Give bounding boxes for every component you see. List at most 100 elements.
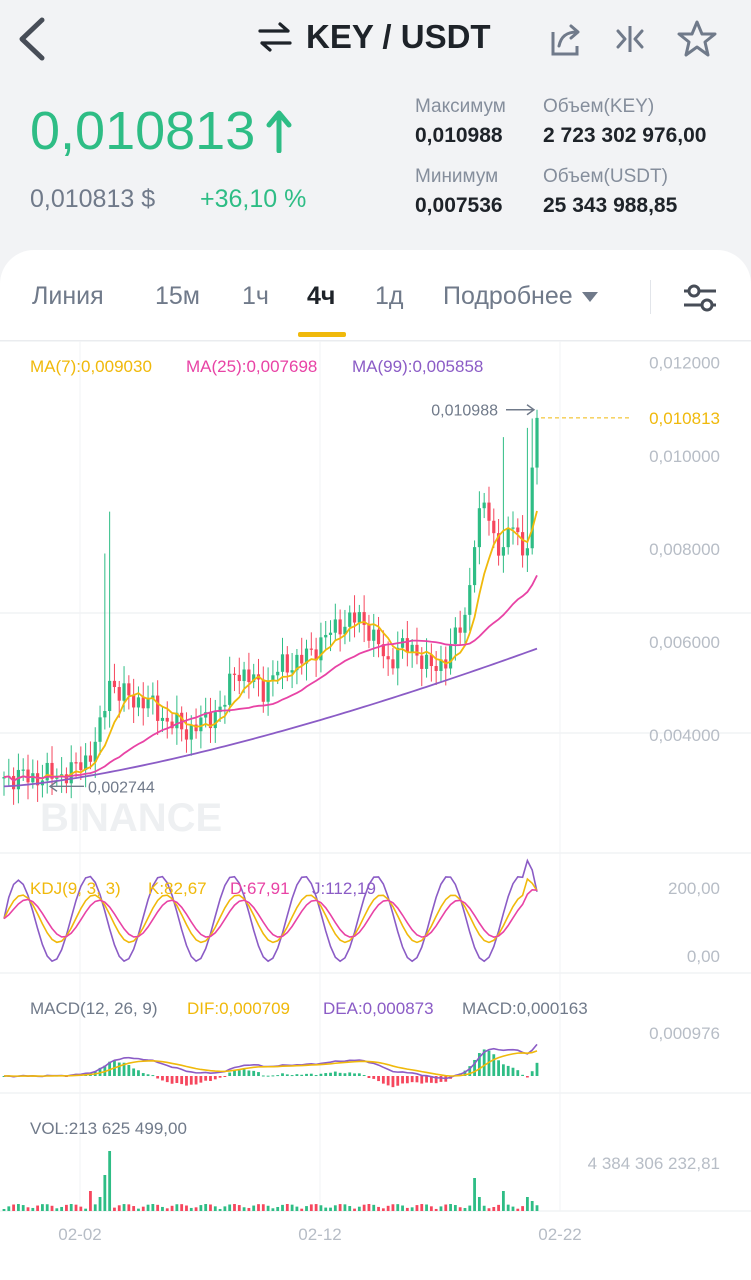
price-axis-label-3: 0,006000 [649,633,720,652]
macd-bar-110 [530,1071,534,1076]
chart-settings-icon[interactable] [680,280,720,316]
macd-bar-48 [233,1070,236,1076]
volume-bar-11 [55,1208,59,1211]
volume-bar-91 [439,1206,443,1211]
candle-body-24 [117,687,121,701]
macd-bar-50 [242,1069,246,1076]
volume-bar-73 [353,1208,356,1211]
candle-body-56 [271,675,275,681]
macd-bar-81 [391,1076,395,1088]
candle-body-106 [511,527,515,529]
volume-bar-15 [74,1204,78,1211]
macd-bar-86 [415,1076,419,1083]
volume-bar-55 [266,1205,270,1211]
candle-body-69 [333,619,337,633]
macd-bar-107 [516,1070,520,1076]
volume-bar-80 [386,1205,390,1211]
tab-more[interactable]: Подробнее [443,282,599,311]
macd-bar-68 [329,1072,332,1076]
candle-body-103 [496,533,501,556]
candlestick-chart[interactable]: BINANCE 0,012000 0,010000 0,008000 0,006000… [0,341,751,1280]
volume-bar-78 [377,1206,380,1211]
candle-body-65 [314,649,318,661]
macd-dif-line [3,1043,538,1080]
volume-bar-69 [333,1205,337,1211]
ma99-line [3,647,538,788]
pair-title[interactable]: KEY / USDT [258,18,491,56]
back-arrow-icon[interactable] [12,14,52,64]
macd-bar-52 [252,1070,256,1076]
candle-body-90 [434,666,438,671]
candle-body-59 [285,654,289,673]
volume-bar-97 [468,1205,472,1211]
volume-bar-60 [290,1204,294,1211]
tab-line[interactable]: Линия [32,282,104,310]
macd-bar-27 [132,1068,136,1076]
high-value: 0,010988 [415,124,503,147]
macd-bar-87 [420,1076,424,1084]
macd-bar-0 [2,1076,6,1077]
candle-body-30 [146,698,150,709]
volume-bar-109 [525,1197,529,1211]
candle-body-101 [487,502,491,521]
compare-icon[interactable] [610,18,650,60]
candle-body-38 [184,729,189,740]
candle-body-26 [127,683,131,696]
volume-bar-43 [209,1204,212,1211]
tab-1d[interactable]: 1д [375,282,404,310]
volume-bar-4 [21,1205,25,1211]
macd-dif-label: DIF:0,000709 [187,999,290,1018]
candle-body-54 [261,679,265,702]
kdj-d-line [3,889,538,938]
volume-bar-47 [228,1204,232,1211]
tab-15m[interactable]: 15м [155,282,200,310]
candle-body-110 [530,467,534,549]
macd-bar-60 [290,1075,294,1077]
ma25-label: MA(25):0,007698 [186,357,317,376]
share-icon[interactable] [545,18,585,60]
last-price-value: 0,010813 [30,101,256,161]
macd-bar-65 [314,1075,318,1077]
macd-bar-108 [521,1074,524,1076]
favorite-star-icon[interactable] [677,18,717,60]
volume-bar-108 [521,1206,524,1211]
candle-body-111 [535,417,539,468]
price-axis-label-0: 0,012000 [649,354,720,373]
price-up-arrow-icon [266,110,292,153]
tab-more-label: Подробнее [443,282,573,310]
max-price-marker: 0,010988 [431,403,498,420]
volume-bar-36 [175,1204,179,1211]
macd-bar-111 [535,1062,539,1076]
macd-bar-74 [357,1073,361,1076]
kdj-k-label: K:82,67 [148,879,207,898]
volume-bar-16 [79,1206,83,1211]
macd-bar-51 [247,1070,251,1076]
min-price-marker: 0,002744 [88,779,155,796]
volume-label: VOL:213 625 499,00 [30,1119,187,1138]
volume-bar-50 [242,1207,246,1211]
volume-bar-67 [324,1207,328,1211]
macd-dea-line [3,1050,538,1077]
volume-bar-65 [314,1204,318,1211]
macd-bar-29 [141,1073,145,1076]
tab-1h[interactable]: 1ч [242,282,269,310]
volume-bar-105 [506,1204,510,1211]
kdj-d-label: D:67,91 [230,879,290,898]
volume-bar-3 [17,1204,20,1211]
price-axis-label-2: 0,008000 [649,540,720,559]
macd-bar-82 [396,1076,400,1086]
volume-bar-68 [329,1207,332,1211]
candle-body-16 [79,762,83,771]
kdj-j-label: J:112,19 [312,879,376,898]
candle-body-76 [367,624,371,641]
volume-bar-72 [348,1206,352,1211]
tab-4h[interactable]: 4ч [307,282,336,310]
volume-bar-84 [405,1207,409,1211]
candle-body-107 [516,527,520,533]
volume-quote-label: Объем(USDT) [543,166,668,187]
candle-body-100 [482,502,486,509]
candle-body-72 [348,612,352,627]
candle-body-104 [501,547,505,556]
macd-bar-101 [487,1050,491,1076]
macd-bar-24 [117,1062,121,1076]
